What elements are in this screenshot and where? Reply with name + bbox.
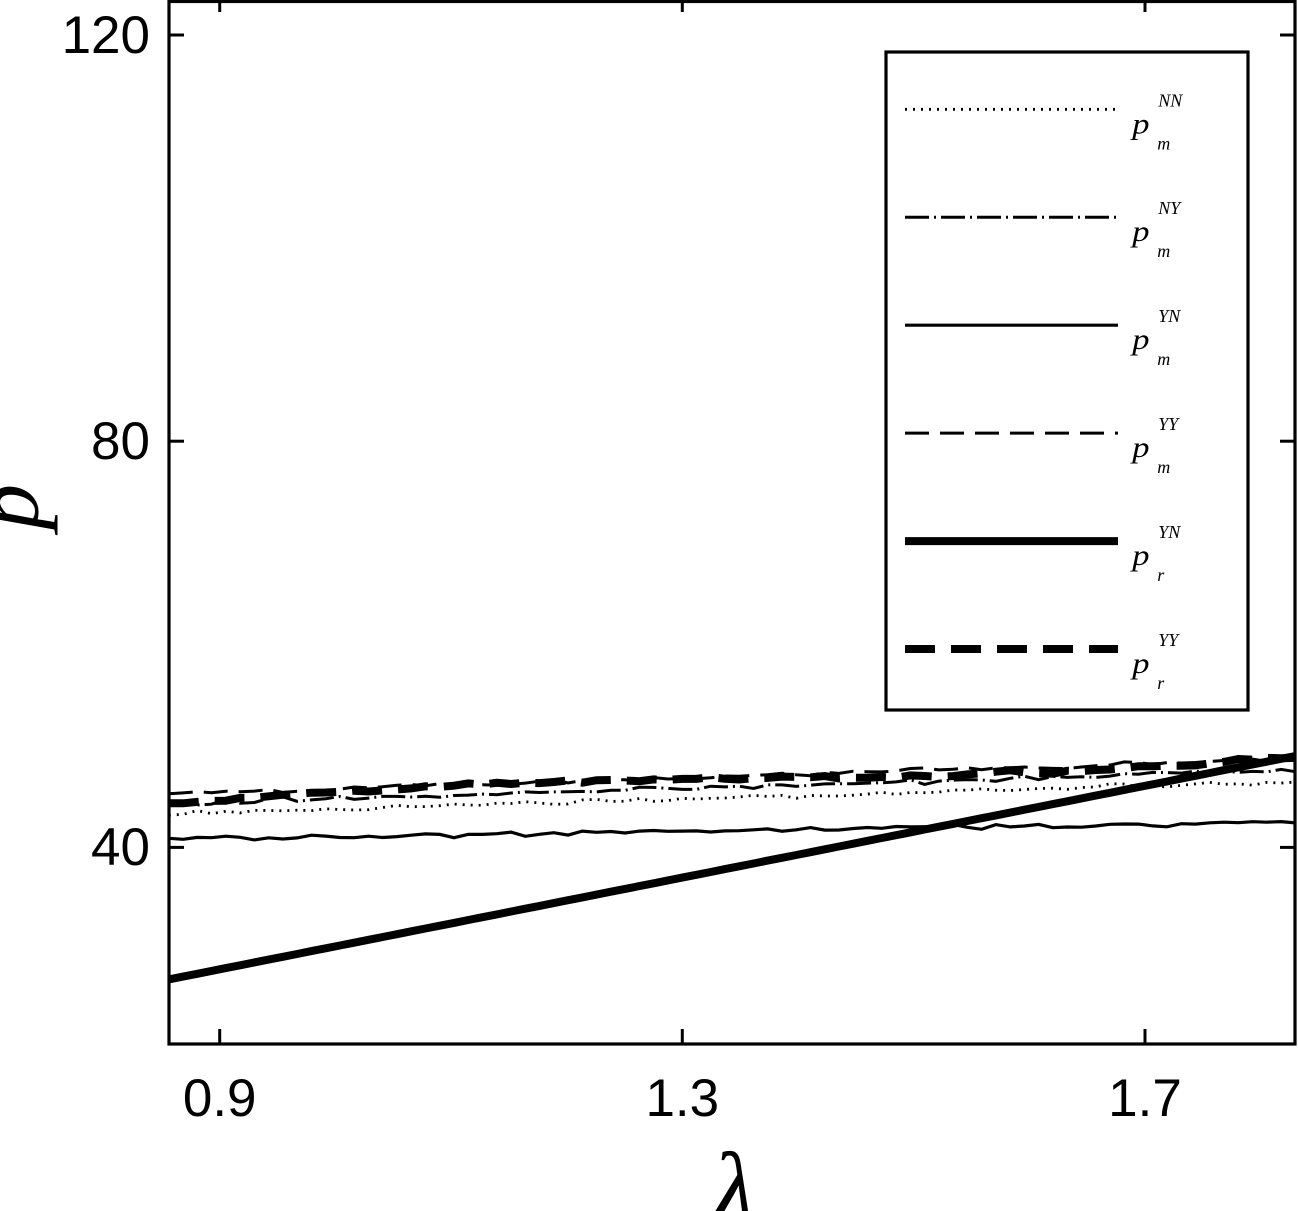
svg-text:p: p [1130,646,1149,679]
svg-text:40: 40 [91,818,150,877]
svg-text:m: m [1157,241,1170,261]
svg-text:YN: YN [1158,306,1181,326]
svg-text:80: 80 [91,412,150,471]
svg-text:p: p [1130,538,1149,571]
svg-text:p: p [1130,322,1149,355]
svg-text:p: p [1130,106,1149,139]
svg-text:p: p [1130,430,1149,463]
svg-text:p: p [1130,214,1149,247]
svg-text:r: r [1157,565,1165,585]
svg-text:120: 120 [62,6,150,65]
svg-text:λ: λ [709,1132,755,1211]
svg-text:YY: YY [1158,414,1180,434]
svg-text:1.3: 1.3 [645,1069,719,1128]
svg-text:p: p [0,484,58,536]
svg-text:NY: NY [1157,198,1182,218]
svg-text:m: m [1157,457,1170,477]
svg-text:0.9: 0.9 [183,1069,257,1128]
svg-text:NN: NN [1157,90,1183,110]
svg-text:m: m [1157,133,1170,153]
svg-text:YN: YN [1158,522,1181,542]
svg-text:YY: YY [1158,630,1180,650]
svg-text:1.7: 1.7 [1108,1069,1182,1128]
svg-text:m: m [1157,349,1170,369]
svg-text:r: r [1157,673,1165,693]
